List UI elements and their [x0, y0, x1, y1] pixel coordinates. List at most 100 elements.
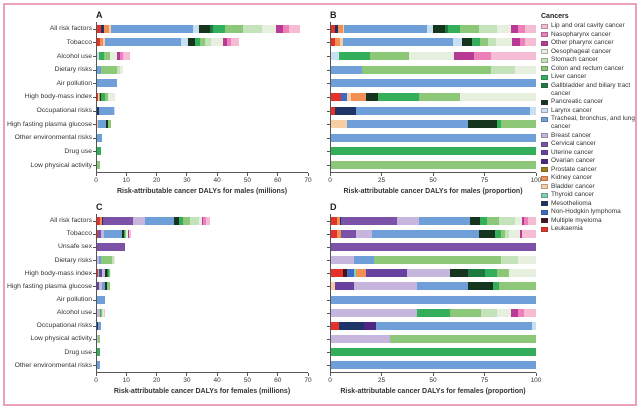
bar-row: [93, 346, 308, 359]
bar-segment-pancreatic: [105, 269, 107, 278]
bar-segment-stomach: [112, 256, 114, 265]
bar-segment-cervical: [341, 229, 356, 238]
bar-segment-pancreatic: [198, 24, 210, 33]
x-tick: [95, 373, 97, 376]
bar-row: [327, 306, 536, 319]
x-tick-label: 50: [429, 177, 437, 184]
bar-segment-colon: [501, 120, 536, 129]
legend-label: Colon and rectum cancer: [551, 64, 624, 72]
legend-label: Nasopharynx cancer: [551, 30, 611, 38]
x-tick: [95, 173, 97, 176]
stacked-bar-unsafe-sex: [331, 242, 536, 251]
legend-label: Stomach cancer: [551, 56, 598, 63]
bar-segment-stomach: [478, 24, 497, 33]
bar-segment-colon: [374, 256, 502, 265]
bar-segment-kidney: [97, 229, 99, 238]
bar-row: [93, 145, 308, 159]
x-tick: [186, 373, 188, 376]
category-label: Alcohol use: [56, 309, 92, 317]
bar-segment-meso: [335, 24, 339, 33]
bar-segment-colon: [369, 52, 409, 61]
y-tick: [327, 124, 330, 126]
bar-segment-breast: [355, 229, 372, 238]
x-axis-D: 0 25 50 75 100: [328, 373, 541, 388]
bar-row: [93, 214, 308, 227]
bar-segment-liver: [194, 38, 200, 47]
stacked-bar-dietary-risks: [97, 256, 308, 265]
bar-row: [93, 131, 308, 145]
bar-segment-pancreatic: [468, 120, 498, 129]
bar-segment-naso: [227, 38, 232, 47]
bar-segment-liver: [494, 229, 502, 238]
y-tick: [327, 299, 330, 301]
y-tick: [93, 233, 96, 235]
category-label: Occupational risks: [36, 322, 92, 330]
bar-segment-oeso: [109, 269, 112, 278]
bar-segment-larynx: [427, 24, 434, 33]
bar-segment-lung: [376, 321, 532, 330]
stacked-bar-air-pollution: [97, 79, 308, 88]
bar-segment-myeloma: [343, 269, 348, 278]
bar-segment-breast: [406, 269, 450, 278]
plot-area-C: [93, 214, 308, 373]
category-label: High body-mass index: [24, 93, 92, 101]
bar-row: [327, 293, 536, 306]
stacked-bar-high-fasting-plasma-glucose: [331, 282, 536, 291]
bar-segment-liver: [339, 52, 370, 61]
bar-segment-lung: [97, 295, 106, 304]
bar-segment-pancreatic: [173, 216, 179, 225]
bar-row: [93, 332, 308, 345]
legend-label: Kidney cancer: [551, 174, 593, 181]
bar-segment-meso: [340, 216, 342, 225]
bar-segment-leukaemia: [331, 216, 338, 225]
bar-segment-lip: [205, 216, 211, 225]
bar-segment-colon: [499, 282, 536, 291]
bar-segment-lung: [331, 79, 536, 88]
bar-segment-colon: [419, 92, 461, 101]
y-tick: [93, 96, 96, 98]
legend-swatch-ovarian: [541, 158, 548, 164]
bar-segment-stomach: [505, 229, 510, 238]
y-tick: [93, 28, 96, 30]
bar-segment-stomach: [499, 216, 516, 225]
bar-segment-leukaemia: [331, 38, 336, 47]
x-tick: [277, 373, 279, 376]
bar-segment-lung: [344, 24, 428, 33]
bar-segment-lung: [331, 295, 536, 304]
stacked-bar-dietary-risks: [97, 65, 308, 74]
bar-row: [327, 117, 536, 131]
y-tick: [327, 110, 330, 112]
bar-row: [327, 227, 536, 240]
bar-segment-lung: [419, 216, 471, 225]
bar-segment-kidney: [100, 216, 103, 225]
bar-row: [93, 240, 308, 253]
bar-segment-breast: [97, 308, 100, 317]
legend-item: Lip and oral cavity cancer: [541, 22, 636, 30]
bar-segment-meso: [101, 24, 105, 33]
stacked-bar-alcohol-use: [331, 52, 536, 61]
bar-segment-liver: [97, 348, 100, 357]
x-tick: [535, 373, 537, 376]
x-tick-label: 0: [328, 377, 332, 384]
bar-row: [327, 214, 536, 227]
legend-label: Mesothelioma: [551, 199, 592, 207]
stacked-bar-drug-use: [97, 147, 308, 156]
bar-segment-nhl: [347, 269, 354, 278]
bar-segment-opharynx: [453, 52, 475, 61]
stacked-bar-other-environmental-risks: [97, 361, 308, 370]
legend-swatch-prostate: [541, 167, 548, 172]
bar-segment-lip: [527, 216, 536, 225]
bar-segment-meso: [339, 321, 364, 330]
bar-segment-breast: [396, 216, 420, 225]
stacked-bar-high-fasting-plasma-glucose: [97, 120, 308, 129]
bar-segment-pancreatic: [106, 120, 109, 129]
bar-segment-kidney: [99, 38, 104, 47]
bar-segment-liver: [484, 269, 497, 278]
bar-segment-colon: [199, 38, 206, 47]
y-tick: [327, 42, 330, 44]
x-tick-label: 40: [213, 377, 221, 384]
category-label: Drug use: [64, 147, 92, 155]
x-tick-label: 50: [429, 377, 437, 384]
bar-segment-opharynx: [117, 52, 121, 61]
bar-row: [93, 319, 308, 332]
